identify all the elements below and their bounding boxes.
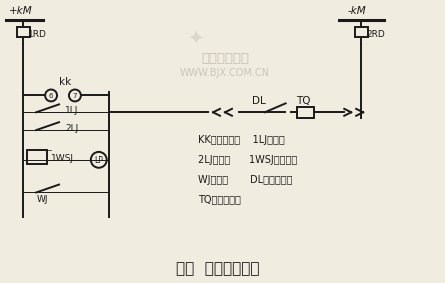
Text: 6: 6	[49, 93, 53, 99]
Bar	[355, 27, 368, 37]
Text: TQ：跳闸线圈: TQ：跳闸线圈	[198, 194, 241, 204]
Text: +kM: +kM	[9, 6, 33, 16]
Text: 图一  保护跳闸电路: 图一 保护跳闸电路	[176, 261, 260, 276]
Text: 1LJ: 1LJ	[65, 106, 78, 115]
Text: 7: 7	[73, 93, 77, 99]
Bar	[27, 150, 47, 164]
Text: 2LJ: 2LJ	[65, 124, 78, 133]
Text: WWW.BJX.COM.CN: WWW.BJX.COM.CN	[180, 68, 270, 78]
Text: 1RD: 1RD	[28, 30, 47, 39]
Text: 北极星电力网: 北极星电力网	[201, 52, 249, 65]
Text: 1WSJ: 1WSJ	[51, 154, 74, 163]
Text: WJ: WJ	[37, 195, 49, 204]
Text: kk: kk	[59, 77, 71, 87]
Text: -kM: -kM	[347, 6, 366, 16]
Text: KK：转换开关    1LJ：速断: KK：转换开关 1LJ：速断	[198, 135, 285, 145]
Text: WJ：温度       DL：辅助开关: WJ：温度 DL：辅助开关	[198, 175, 293, 185]
Text: ✦: ✦	[187, 28, 203, 47]
Text: DL: DL	[252, 97, 266, 106]
Text: TQ: TQ	[296, 97, 311, 106]
Text: LP: LP	[94, 156, 103, 165]
Text: 2RD: 2RD	[366, 30, 385, 39]
Text: 2LJ：过流      1WSJ：重瓦斯: 2LJ：过流 1WSJ：重瓦斯	[198, 155, 297, 165]
Bar	[17, 27, 30, 37]
Bar	[296, 107, 315, 118]
